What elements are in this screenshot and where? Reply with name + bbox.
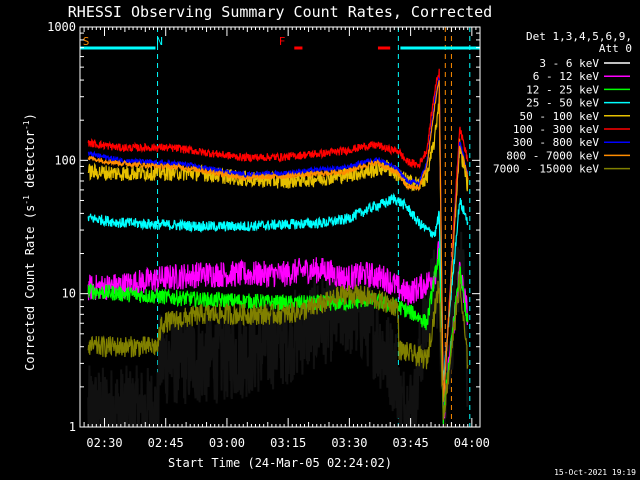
y-axis-label-mid: detector <box>23 130 37 195</box>
x-tick-label: 03:45 <box>393 436 429 450</box>
x-tick-label: 03:15 <box>270 436 306 450</box>
y-tick-label: 10 <box>62 287 76 301</box>
legend-label-6: 300 - 800 keV <box>513 136 599 149</box>
legend-header-1: Det 1,3,4,5,6,9, <box>526 30 632 43</box>
y-tick-label: 1 <box>69 420 76 434</box>
flag-label-1: N <box>156 35 163 48</box>
series-line-0 <box>87 231 469 427</box>
legend-header-2: Att 0 <box>599 42 632 55</box>
axes: 1 10 100 1000 02:30 02:45 03:00 03:15 03:30 03:45… <box>47 20 490 450</box>
legend-label-8: 7000 - 15000 keV <box>493 163 599 176</box>
y-axis-label-sup1: -1 <box>22 195 31 205</box>
x-tick-label: 04:00 <box>454 436 490 450</box>
y-axis-label-main: Corrected Count Rate (s <box>23 205 37 371</box>
chart-title: RHESSI Observing Summary Count Rates, Co… <box>68 3 492 21</box>
flag-label-0: S <box>83 35 90 48</box>
y-axis-label-end: ) <box>23 113 37 120</box>
legend-label-2: 12 - 25 keV <box>526 83 599 96</box>
series-line-6 <box>87 76 469 406</box>
series-line-3 <box>87 192 469 381</box>
legend-label-3: 25 - 50 keV <box>526 97 599 110</box>
legend-label-5: 100 - 300 keV <box>513 123 599 136</box>
legend-label-0: 3 - 6 keV <box>539 57 599 70</box>
legend-label-1: 6 - 12 keV <box>533 70 600 83</box>
legend-label-7: 800 - 7000 keV <box>506 149 599 162</box>
series-line-7 <box>87 80 469 402</box>
y-tick-label: 100 <box>54 153 76 167</box>
x-tick-label: 03:30 <box>331 436 367 450</box>
series-line-1 <box>87 241 469 423</box>
series-line-5 <box>87 68 469 406</box>
y-axis-label-sup2: -1 <box>22 120 31 130</box>
series-line-8 <box>87 274 469 421</box>
legend-label-4: 50 - 100 keV <box>520 110 600 123</box>
footer-date: 15-Oct-2021 19:19 <box>554 468 636 477</box>
y-axis-label: Corrected Count Rate (s-1 detector-1) <box>22 113 37 371</box>
x-tick-label: 02:45 <box>148 436 184 450</box>
x-tick-label: 02:30 <box>86 436 122 450</box>
x-tick-label: 03:00 <box>209 436 245 450</box>
y-tick-label: 1000 <box>47 20 76 34</box>
x-axis-label: Start Time (24-Mar-05 02:24:02) <box>168 456 392 470</box>
flag-label-2: F <box>279 35 286 48</box>
